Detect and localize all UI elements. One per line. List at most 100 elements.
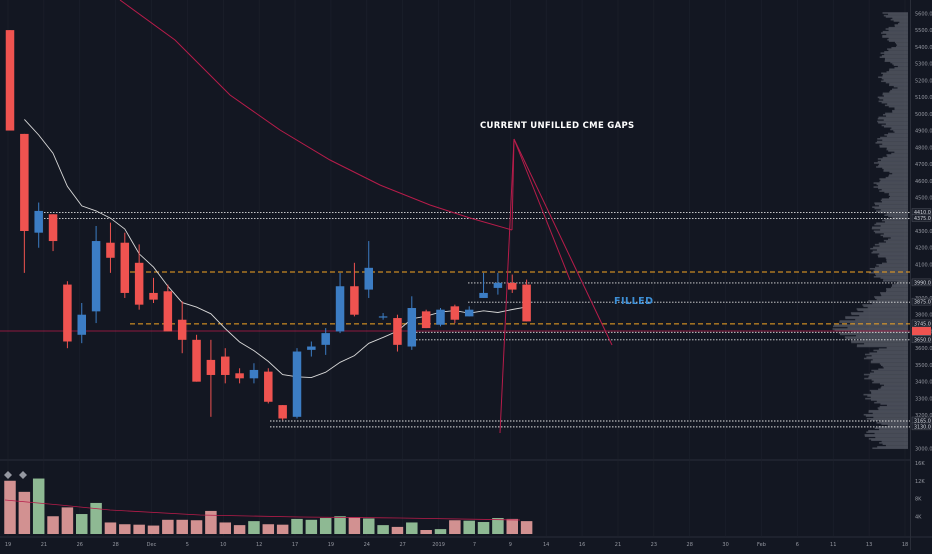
profile-bar <box>877 96 908 99</box>
profile-bar <box>882 280 908 282</box>
profile-bar <box>891 46 908 49</box>
volume-bar <box>32 478 45 534</box>
profile-bar <box>873 246 908 249</box>
profile-bar <box>832 328 908 330</box>
profile-bar <box>880 277 908 279</box>
price-tick-label: 5300.0 <box>915 62 932 68</box>
profile-bar <box>886 71 908 73</box>
profile-bar <box>882 34 908 37</box>
profile-bar <box>884 218 908 221</box>
profile-bar <box>864 353 908 356</box>
candle-body <box>479 292 488 298</box>
price-tick-label: 3800.0 <box>915 313 932 319</box>
profile-bar <box>882 443 908 446</box>
volume-bars <box>4 471 533 534</box>
profile-bar <box>871 227 908 230</box>
profile-bar <box>868 376 908 379</box>
profile-bar <box>875 210 908 212</box>
profile-bar <box>875 231 908 234</box>
profile-bar <box>887 103 908 105</box>
profile-bar <box>879 428 908 431</box>
profile-bar <box>874 202 908 204</box>
profile-bar <box>876 263 908 266</box>
volume-bar <box>406 522 418 534</box>
profile-bar <box>892 172 908 175</box>
profile-bar <box>881 188 908 191</box>
marker-icon <box>4 471 12 479</box>
volume-ma-line <box>4 499 521 521</box>
price-tick-label: 4700.0 <box>915 162 932 168</box>
profile-bar <box>871 391 908 393</box>
profile-bar <box>884 59 908 61</box>
candle-body <box>63 284 72 342</box>
profile-bar <box>879 146 908 148</box>
profile-bar <box>870 419 908 421</box>
profile-bar <box>859 314 908 317</box>
volume-bar <box>133 524 145 534</box>
profile-bar <box>871 379 908 381</box>
time-tick-label: 13 <box>866 542 872 548</box>
time-tick-label: 18 <box>902 542 908 548</box>
profile-bar <box>888 215 908 218</box>
profile-bar <box>886 148 908 151</box>
profile-bar <box>838 332 908 334</box>
profile-bar <box>888 150 908 152</box>
profile-bar <box>881 80 908 83</box>
profile-bar <box>879 420 908 423</box>
profile-bar <box>863 373 908 376</box>
profile-bar <box>876 249 908 251</box>
profile-bar <box>879 97 908 100</box>
profile-bar <box>870 399 908 401</box>
price-tag-box <box>911 214 932 222</box>
price-tick-label: 3000.0 <box>915 447 932 453</box>
profile-bar <box>888 194 908 196</box>
volume-bar <box>262 524 275 534</box>
profile-bar <box>882 156 908 159</box>
profile-bar <box>833 325 908 328</box>
profile-bar <box>872 206 908 208</box>
candle-body <box>221 356 230 375</box>
profile-bar <box>875 297 908 300</box>
profile-bar <box>892 88 908 91</box>
profile-bar <box>878 121 908 124</box>
candle-body <box>120 242 130 293</box>
volume-bar <box>319 518 332 534</box>
profile-bar <box>892 63 908 65</box>
profile-bar <box>894 41 908 44</box>
profile-bar <box>850 340 908 342</box>
candle-body <box>134 262 144 305</box>
profile-bar <box>885 444 908 447</box>
profile-bar <box>880 229 908 231</box>
profile-bar <box>888 37 908 40</box>
profile-bar <box>874 269 908 271</box>
profile-bar <box>874 223 908 226</box>
profile-bar <box>883 79 908 81</box>
time-tick-label: 10 <box>220 542 226 548</box>
profile-bar <box>845 317 908 320</box>
profile-bar <box>878 184 908 187</box>
profile-bar <box>874 427 908 429</box>
profile-bar <box>886 346 908 349</box>
profile-bar <box>890 237 908 239</box>
profile-bar <box>870 372 908 375</box>
candle-body <box>364 267 373 290</box>
profile-bar <box>879 245 908 247</box>
profile-bar <box>894 24 908 26</box>
volume-bar <box>18 491 31 534</box>
volume-bar <box>4 480 16 534</box>
profile-bar <box>875 266 908 269</box>
profile-bar <box>868 409 908 412</box>
profile-bar <box>880 52 908 54</box>
profile-bar <box>897 281 908 283</box>
profile-bar <box>885 123 908 125</box>
profile-bar <box>878 265 908 267</box>
gap-arrow <box>513 138 571 281</box>
profile-bar <box>873 416 908 419</box>
profile-bar <box>882 36 908 38</box>
profile-bar <box>881 77 908 80</box>
profile-bar <box>877 351 908 353</box>
profile-bar <box>880 403 908 405</box>
profile-bar <box>845 316 908 318</box>
